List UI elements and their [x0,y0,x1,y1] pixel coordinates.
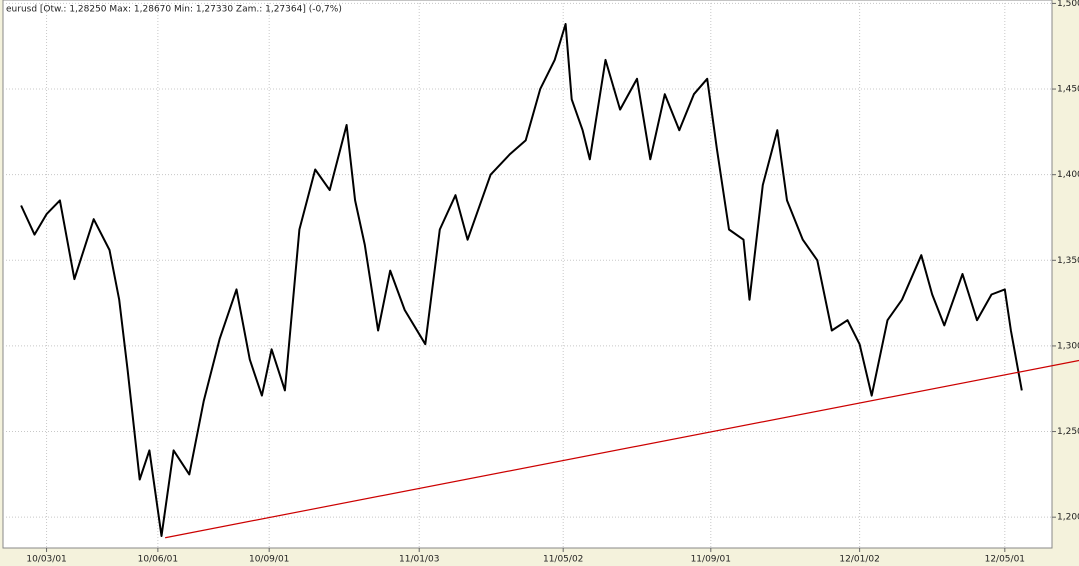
chart-title: eurusd [Otw.: 1,28250 Max: 1,28670 Min: … [6,5,342,15]
y-tick-label: 1,500 [1057,0,1079,9]
x-tick-label: 12/05/01 [985,555,1025,565]
x-tick-label: 10/06/01 [138,555,178,565]
y-tick-label: 1,250 [1057,427,1079,437]
y-tick-label: 1,400 [1057,170,1079,180]
plot-area [2,0,1053,549]
x-tick-label: 11/01/03 [399,555,439,565]
x-tick-label: 11/09/01 [691,555,731,565]
price-line [20,23,1023,537]
y-tick-label: 1,350 [1057,256,1079,266]
y-tick-label: 1,450 [1057,85,1079,95]
trend-line [165,359,1079,539]
x-tick-label: 11/05/02 [543,555,583,565]
y-tick-label: 1,200 [1057,513,1079,523]
y-tick-label: 1,300 [1057,341,1079,351]
x-tick-label: 12/01/02 [839,555,879,565]
x-tick-label: 10/09/01 [249,555,289,565]
x-tick-label: 10/03/01 [26,555,66,565]
